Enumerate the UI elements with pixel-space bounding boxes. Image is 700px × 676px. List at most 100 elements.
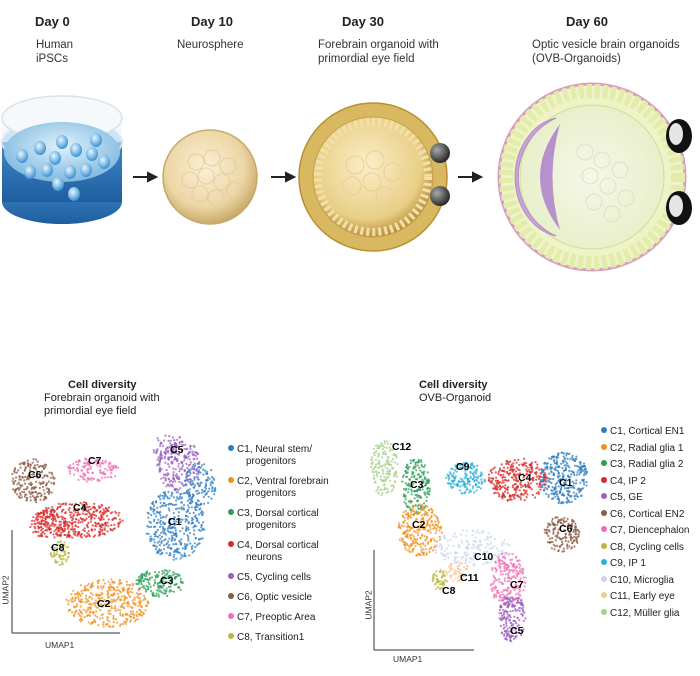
- left-cell-point: [150, 513, 153, 517]
- right-cell-point: [425, 525, 428, 528]
- right-cell-point: [498, 493, 501, 496]
- left-cluster-label-c1: C1: [168, 516, 182, 528]
- left-cell-point: [76, 514, 79, 517]
- left-cell-point: [107, 595, 111, 598]
- left-cell-point: [191, 544, 194, 547]
- left-cell-point: [180, 449, 183, 452]
- left-cell-point: [136, 595, 139, 598]
- left-cell-point: [188, 492, 191, 496]
- left-cell-point: [84, 519, 87, 522]
- left-cell-point: [110, 585, 113, 588]
- right-cell-point: [514, 604, 517, 607]
- left-cell-point: [165, 469, 168, 472]
- right-legend-text: C5, GE: [610, 492, 643, 503]
- right-cell-point: [515, 601, 518, 604]
- left-cell-point: [114, 618, 118, 621]
- right-cell-point: [415, 461, 418, 464]
- right-cell-point: [515, 570, 518, 573]
- left-cell-point: [26, 497, 29, 500]
- right-cell-point: [503, 557, 507, 560]
- right-cell-point: [514, 597, 517, 600]
- left-cell-point: [173, 520, 176, 523]
- right-cell-point: [416, 531, 419, 534]
- left-legend-swatch: [228, 509, 234, 515]
- right-cell-point: [424, 491, 427, 494]
- left-cell-point: [79, 533, 82, 537]
- left-cell-point: [156, 541, 159, 544]
- left-cell-point: [68, 507, 71, 510]
- left-cell-point: [39, 482, 43, 485]
- left-cell-point: [84, 508, 87, 511]
- right-cell-point: [534, 461, 537, 464]
- left-cell-point: [177, 511, 180, 514]
- right-cell-point: [500, 616, 503, 619]
- right-cell-point: [521, 603, 524, 606]
- left-cell-point: [104, 524, 107, 527]
- right-cell-point: [402, 515, 405, 518]
- left-cell-point: [77, 521, 80, 524]
- left-cell-point: [13, 490, 17, 493]
- right-cell-point: [517, 580, 520, 583]
- right-cell-point: [564, 480, 567, 483]
- right-cell-point: [374, 444, 378, 447]
- right-cell-point: [543, 468, 546, 471]
- right-cell-point: [382, 451, 385, 454]
- left-cell-point: [137, 589, 140, 592]
- left-cell-point: [186, 518, 189, 522]
- left-cell-point: [201, 537, 204, 540]
- right-cell-point: [479, 539, 482, 542]
- right-cell-point: [520, 612, 523, 615]
- left-cell-point: [95, 510, 98, 513]
- left-cell-point: [164, 581, 167, 584]
- left-cell-point: [123, 601, 126, 605]
- right-cell-point: [413, 526, 416, 529]
- left-cell-point: [152, 510, 155, 513]
- left-cell-point: [99, 506, 102, 509]
- right-cell-point: [454, 577, 457, 580]
- left-cell-point: [136, 582, 139, 586]
- right-cell-point: [395, 471, 398, 474]
- right-cell-point: [550, 547, 553, 550]
- right-cell-point: [420, 508, 423, 512]
- right-cell-point: [426, 519, 429, 522]
- right-cell-point: [436, 518, 439, 521]
- left-cell-point: [208, 487, 211, 490]
- left-cell-point: [86, 506, 89, 509]
- right-cell-point: [507, 597, 510, 600]
- right-cell-point: [508, 495, 511, 498]
- left-cell-point: [81, 512, 84, 515]
- left-cell-point: [76, 593, 79, 596]
- right-cell-point: [518, 472, 522, 475]
- right-cell-point: [494, 561, 497, 564]
- right-cell-point: [454, 570, 457, 573]
- right-cell-point: [583, 483, 586, 486]
- right-cell-point: [498, 553, 501, 556]
- right-cell-point: [504, 554, 507, 557]
- right-cell-point: [441, 546, 444, 549]
- right-cell-point: [569, 475, 572, 478]
- right-cell-point: [503, 564, 506, 567]
- right-cell-point: [518, 489, 521, 492]
- right-cell-point: [430, 511, 433, 514]
- left-cell-point: [142, 611, 145, 614]
- left-cell-point: [45, 524, 49, 527]
- left-cell-point: [99, 471, 102, 475]
- right-cell-point: [414, 463, 417, 466]
- left-cell-point: [175, 446, 178, 449]
- left-cell-point: [40, 534, 43, 537]
- right-cell-point: [521, 610, 525, 613]
- right-xaxis-label: UMAP1: [393, 654, 423, 664]
- left-cell-point: [79, 605, 82, 608]
- left-cell-point: [207, 495, 210, 498]
- right-cell-point: [383, 452, 387, 455]
- right-cell-point: [509, 472, 512, 475]
- left-cell-point: [56, 534, 59, 537]
- left-cell-point: [91, 516, 94, 519]
- left-cell-point: [186, 504, 190, 507]
- left-cell-point: [18, 476, 21, 479]
- left-cell-point: [38, 486, 41, 490]
- right-cell-point: [505, 620, 508, 623]
- right-cell-point: [407, 514, 410, 517]
- right-cell-point: [508, 600, 511, 603]
- left-cell-point: [93, 502, 96, 505]
